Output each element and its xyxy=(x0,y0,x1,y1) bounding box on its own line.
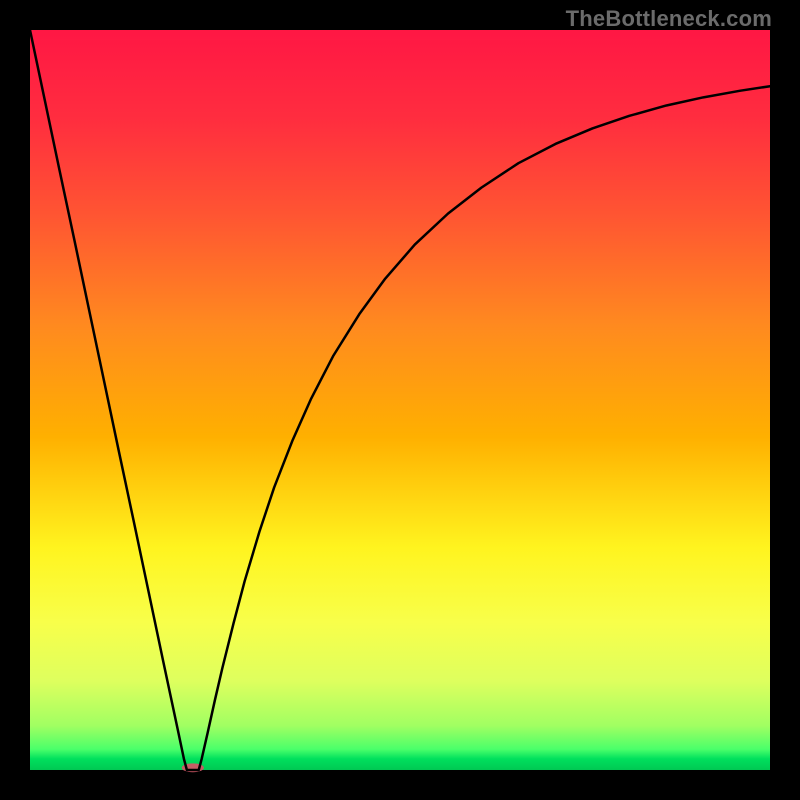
plot-area xyxy=(30,30,770,770)
bottleneck-chart xyxy=(0,0,800,800)
chart-container: TheBottleneck.com xyxy=(0,0,800,800)
